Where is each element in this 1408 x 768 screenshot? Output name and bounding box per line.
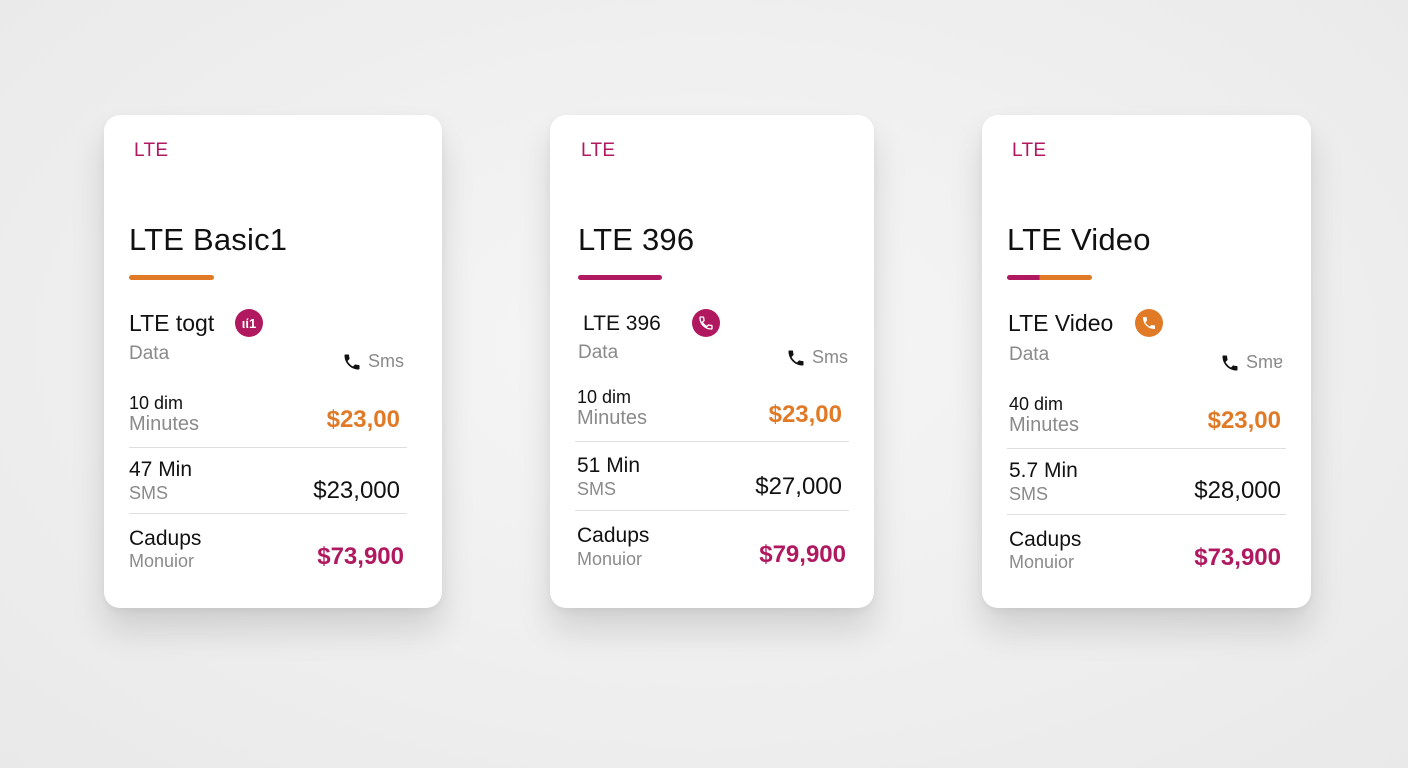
title-underline: [1007, 275, 1092, 280]
phone-icon: [344, 354, 360, 369]
sms-indicator: Sms: [786, 347, 848, 368]
divider: [129, 447, 407, 448]
row-line1: Cadups: [129, 527, 202, 550]
plan-title: LTE Video: [1007, 222, 1151, 257]
sms-indicator: Smɐ: [1220, 352, 1283, 373]
row-line2: Minutes: [577, 407, 648, 429]
sms-indicator: Sms: [342, 351, 404, 372]
price-minutes: $23,00: [768, 401, 842, 428]
plan-subtitle: LTE togt: [129, 310, 215, 336]
row-line1: 40 dim: [1009, 394, 1064, 414]
price-minutes: $23,00: [326, 406, 400, 433]
row-line2: SMS: [1009, 484, 1049, 504]
plan-card-396[interactable]: LTE LTE 396 LTE 396 Data Sms 10 dim Minu…: [550, 115, 874, 608]
divider: [129, 513, 407, 514]
row-line1: 10 dim: [129, 393, 184, 413]
row-line1: Cadups: [1009, 528, 1082, 551]
phone-badge-icon: [692, 309, 720, 337]
plan-subtitle: LTE Video: [1008, 310, 1114, 336]
lte-badge-icon: ιί1: [235, 309, 263, 337]
phone-badge-icon: [1135, 309, 1163, 337]
row-line2: Minutes: [129, 413, 200, 435]
row-line2: Minutes: [1009, 414, 1080, 436]
sms-label: Sms: [368, 351, 404, 371]
row-line2: SMS: [577, 479, 617, 499]
price-sms: $27,000: [755, 473, 842, 500]
price-monitor: $79,900: [759, 541, 846, 568]
plan-title: LTE 396: [578, 222, 695, 257]
row-line2: SMS: [129, 483, 169, 503]
row-line1: 47 Min: [129, 458, 193, 481]
plan-card-basic1[interactable]: LTE LTE Basic1 LTE togt ιί1 Data Sms 10 …: [104, 115, 442, 608]
phone-icon: [788, 350, 804, 365]
row-line1: 51 Min: [577, 454, 641, 477]
divider: [1007, 448, 1286, 449]
row-line1: Cadups: [577, 524, 650, 547]
plan-tag: LTE: [134, 140, 169, 161]
row-line2: Monuior: [577, 549, 643, 569]
plan-tag: LTE: [1012, 140, 1047, 161]
price-monitor: $73,900: [317, 543, 404, 570]
sms-label: Sms: [812, 347, 848, 367]
row-line1: 10 dim: [577, 387, 632, 407]
data-label: Data: [1009, 344, 1050, 365]
data-label: Data: [129, 343, 170, 364]
plan-card-video[interactable]: LTE LTE Video LTE Video Data Smɐ 40 dim …: [982, 115, 1311, 608]
plan-subtitle: LTE 396: [583, 312, 661, 335]
price-sms: $28,000: [1194, 477, 1281, 504]
title-underline: [129, 275, 214, 280]
divider: [1007, 514, 1286, 515]
row-line1: 5.7 Min: [1009, 459, 1078, 482]
price-minutes: $23,00: [1207, 407, 1281, 434]
row-line2: Monuior: [129, 551, 195, 571]
badge-text: ιί1: [241, 315, 257, 331]
plan-title: LTE Basic1: [129, 222, 288, 257]
data-label: Data: [578, 342, 619, 363]
price-monitor: $73,900: [1194, 544, 1281, 571]
divider: [575, 441, 849, 442]
phone-icon: [699, 316, 713, 330]
phone-icon: [1143, 317, 1155, 329]
sms-label: Smɐ: [1246, 352, 1284, 372]
phone-icon: [1222, 355, 1238, 370]
divider: [575, 510, 849, 511]
price-sms: $23,000: [313, 477, 400, 504]
title-underline: [578, 275, 662, 280]
plan-tag: LTE: [581, 140, 616, 161]
row-line2: Monuior: [1009, 552, 1075, 572]
